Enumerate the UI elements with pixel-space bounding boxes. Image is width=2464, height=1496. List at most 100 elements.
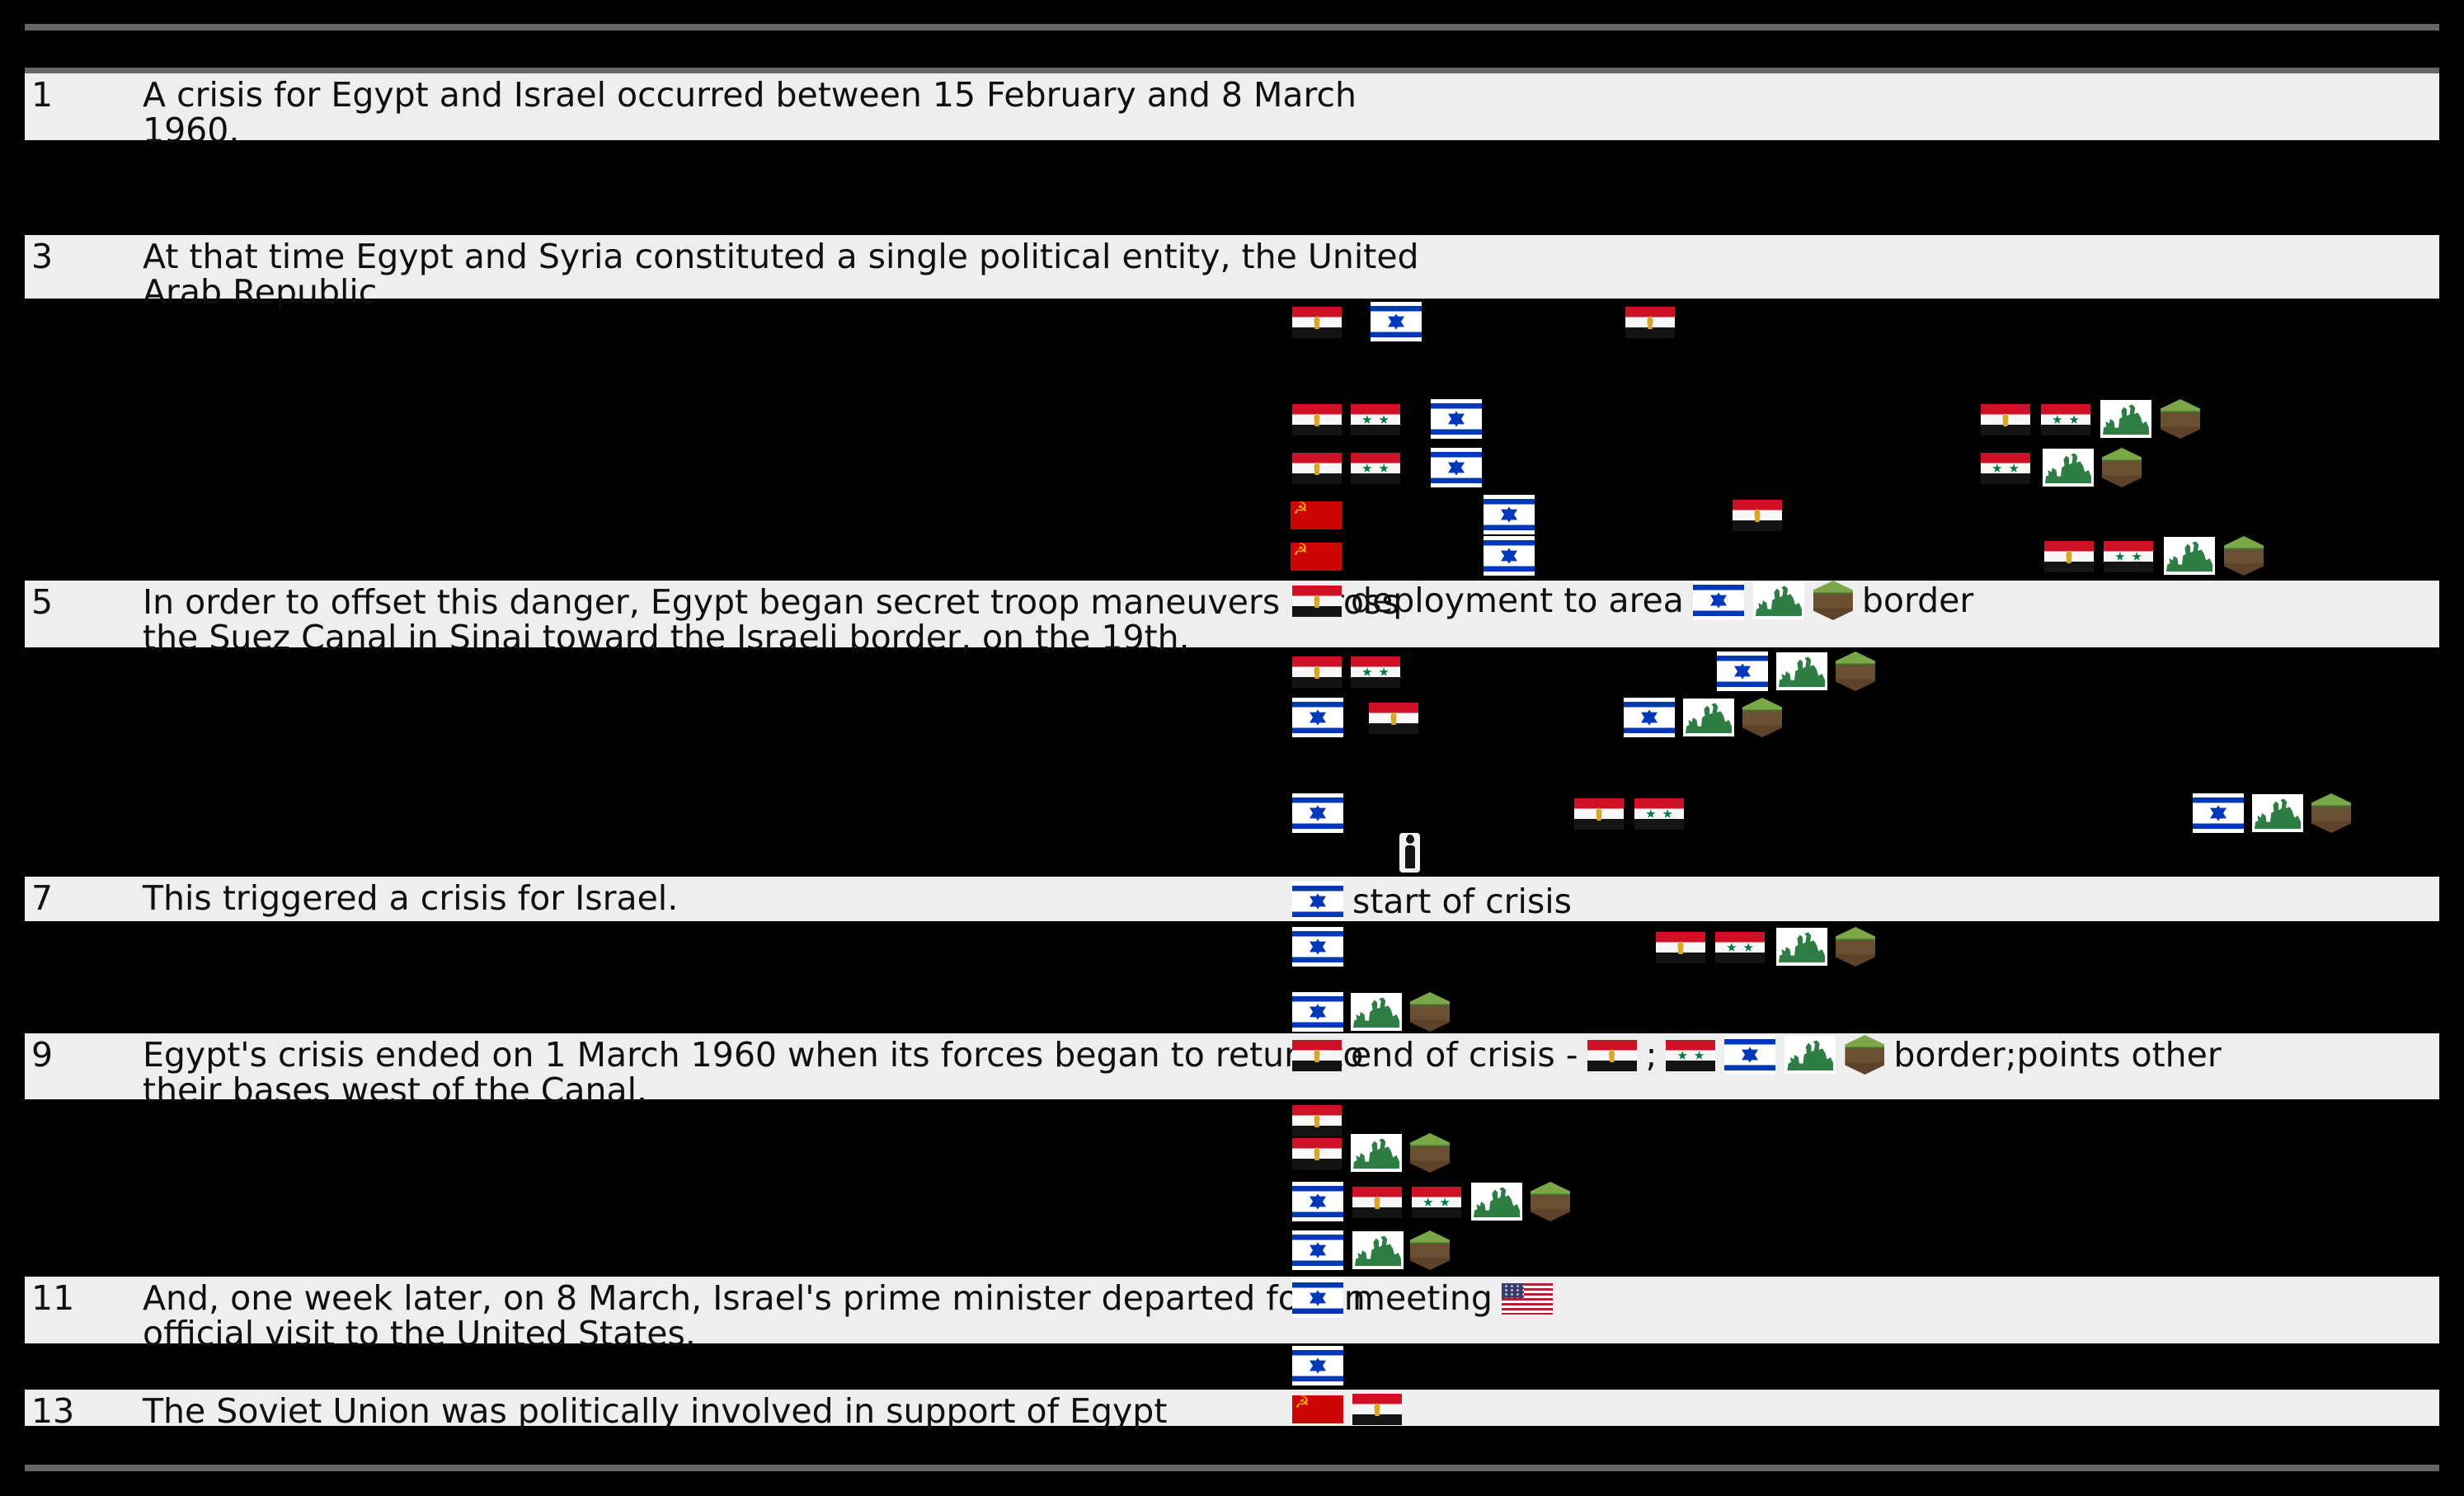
event-number: 1 (31, 75, 54, 115)
egypt-flag-icon (1625, 307, 1675, 338)
israel-flag-icon (2193, 793, 2244, 833)
event-number: 13 (31, 1391, 75, 1431)
egypt-flag-icon (1656, 932, 1705, 963)
grass-block-icon (1531, 1182, 1570, 1221)
soviet-flag-icon (1291, 540, 1342, 571)
event-text: At that time Egypt and Syria constituted… (143, 237, 1419, 312)
egypt-flag-icon (1292, 1138, 1342, 1169)
grass-block-icon (1410, 992, 1450, 1032)
syria-flag-icon (1351, 453, 1400, 484)
soldiers-icon (1776, 652, 1827, 690)
event-row-9: 9 Egypt's crisis ended on 1 March 1960 wh… (25, 1033, 2439, 1108)
grass-block-icon (2161, 399, 2200, 439)
event-annotation-9: end of crisis -; border;points other (1292, 1035, 2222, 1075)
grass-block-icon (1742, 698, 1782, 737)
event-row-3: 3 At that time Egypt and Syria constitute… (25, 235, 2439, 310)
israel-flag-icon (1431, 448, 1482, 487)
syria-flag-icon (1666, 1040, 1716, 1071)
soviet-flag-icon (1292, 1393, 1343, 1423)
grass-block-icon (1813, 581, 1853, 620)
annotation-label: deployment to area (1351, 581, 1684, 620)
israel-flag-icon (1292, 1182, 1343, 1221)
event-text: The Soviet Union was politically involve… (143, 1391, 1168, 1431)
event-row-1: 1 A crisis for Egypt and Israel occurred … (25, 73, 2439, 148)
event-text: And, one week later, on 8 March, Israel'… (143, 1278, 1366, 1353)
event-annotation-13 (1292, 1389, 1402, 1425)
soldiers-icon (2043, 449, 2094, 487)
egypt-flag-icon (1981, 404, 2030, 435)
event-number: 11 (31, 1278, 75, 1318)
grass-block-icon (2224, 536, 2264, 576)
annotation-label: border;points other (1893, 1035, 2222, 1075)
soldiers-icon (2100, 400, 2151, 438)
egypt-flag-icon (1292, 404, 1342, 435)
event-text: This triggered a crisis for Israel. (143, 878, 679, 918)
israel-flag-icon (1292, 927, 1343, 967)
soldiers-icon (1351, 1134, 1402, 1172)
syria-flag-icon (1981, 453, 2030, 484)
israel-flag-icon (1624, 698, 1675, 737)
israel-flag-icon (1371, 302, 1422, 341)
egypt-flag-icon (1292, 1105, 1342, 1136)
soviet-flag-icon (1291, 499, 1342, 529)
soldiers-icon (1471, 1183, 1522, 1221)
event-annotation-11: meeting (1292, 1278, 1553, 1318)
egypt-flag-icon (1292, 1040, 1342, 1071)
annotation-label: ; (1645, 1035, 1658, 1075)
israel-flag-icon (1484, 495, 1535, 534)
israel-flag-icon (1292, 1346, 1343, 1385)
soldiers-icon (1785, 1036, 1836, 1074)
event-text: In order to offset this danger, Egypt be… (143, 582, 1399, 657)
grass-block-icon (2311, 793, 2351, 833)
soldiers-icon (1683, 699, 1734, 736)
syria-flag-icon (2041, 404, 2090, 435)
soldiers-icon (2252, 794, 2303, 832)
event-number: 3 (31, 237, 54, 276)
event-text: A crisis for Egypt and Israel occurred b… (143, 75, 1357, 150)
event-row-5: 5 In order to offset this danger, Egypt b… (25, 581, 2439, 656)
annotation-label: start of crisis (1352, 882, 1572, 921)
annotation-label: border (1861, 581, 1974, 620)
israel-flag-icon (1484, 536, 1535, 576)
syria-flag-icon (1634, 798, 1684, 830)
event-row-7: 7 This triggered a crisis for Israel. (25, 877, 2439, 921)
israel-flag-icon (1692, 581, 1744, 620)
syria-flag-icon (1351, 656, 1400, 688)
event-number: 7 (31, 878, 54, 918)
egypt-flag-icon (1587, 1040, 1637, 1071)
egypt-flag-icon (2044, 541, 2094, 572)
israel-flag-icon (1724, 1035, 1776, 1075)
event-annotation-5: deployment to area border (1292, 581, 1973, 620)
israel-flag-icon (1717, 652, 1768, 691)
soldiers-icon (1776, 928, 1827, 966)
egypt-flag-icon (1292, 656, 1342, 688)
soldiers-icon (1752, 581, 1804, 619)
annotation-label: meeting (1352, 1278, 1493, 1318)
grass-block-icon (2102, 448, 2142, 487)
event-annotation-7: start of crisis (1292, 882, 1572, 921)
syria-flag-icon (1715, 932, 1765, 963)
israel-flag-icon (1292, 882, 1343, 921)
annotation-label: end of crisis - (1351, 1035, 1578, 1075)
egypt-flag-icon (1292, 307, 1342, 338)
israel-flag-icon (1292, 793, 1343, 833)
event-row-13: 13 The Soviet Union was politically invol… (25, 1390, 2439, 1431)
israel-flag-icon (1431, 399, 1482, 439)
us-flag-icon (1501, 1283, 1553, 1315)
syria-flag-icon (1351, 404, 1400, 435)
egypt-flag-icon (1352, 1187, 1402, 1218)
grass-block-icon (1410, 1133, 1450, 1173)
event-number: 5 (31, 582, 54, 622)
grass-block-icon (1836, 927, 1875, 967)
israel-flag-icon (1292, 1230, 1343, 1270)
grass-block-icon (1836, 652, 1875, 691)
grass-block-icon (1410, 1230, 1450, 1270)
egypt-flag-icon (1352, 1394, 1402, 1425)
event-number: 9 (31, 1035, 54, 1075)
event-row-11: 11 And, one week later, on 8 March, Israe… (25, 1277, 2439, 1352)
israel-flag-icon (1292, 698, 1343, 737)
syria-flag-icon (2104, 541, 2153, 572)
egypt-flag-icon (1369, 703, 1418, 734)
separator-bar (25, 68, 2439, 73)
